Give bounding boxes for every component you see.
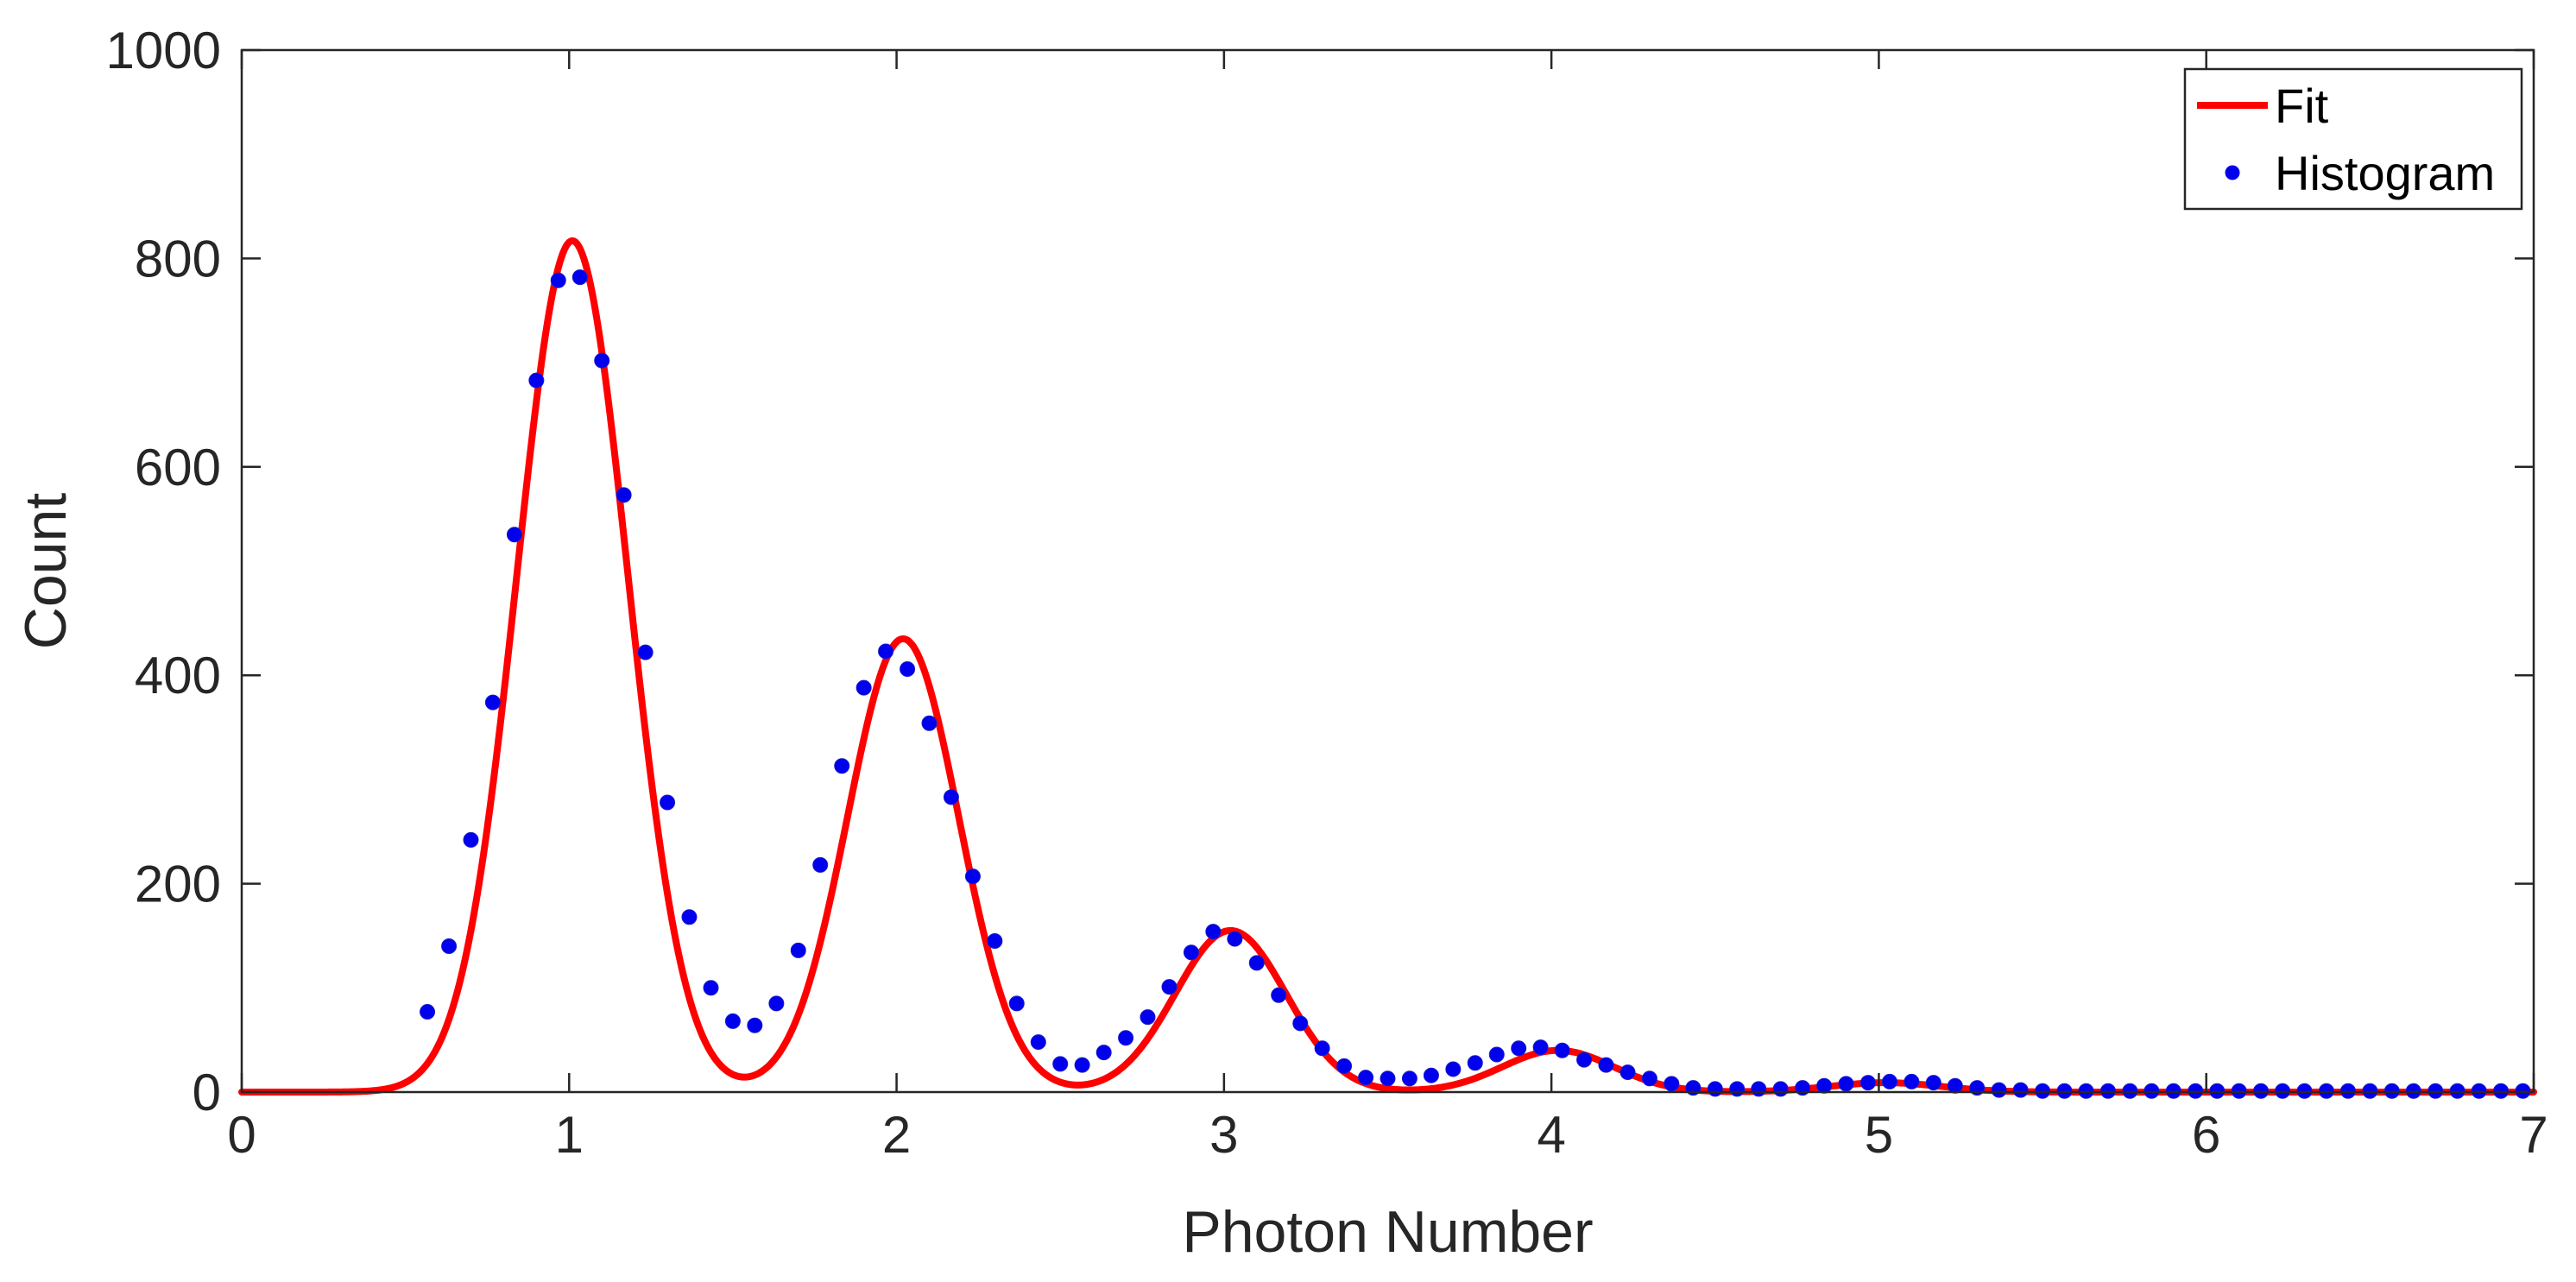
histogram-point [790,942,806,958]
histogram-point [616,487,632,503]
histogram-point [1401,1070,1417,1087]
y-tick-label: 0 [193,1064,221,1121]
histogram-point [1380,1070,1396,1087]
histogram-point [1248,955,1265,971]
histogram-point [441,938,458,955]
plot-frame [240,48,2535,1094]
legend-box [2183,67,2523,211]
histogram-point [1816,1077,1833,1094]
histogram-point [1095,1045,1112,1061]
axes-box [240,48,2535,1094]
histogram-point [703,980,719,996]
histogram-point [550,272,566,288]
histogram-point [1859,1075,1876,1091]
histogram-point [987,932,1003,949]
histogram-point [1008,995,1025,1012]
histogram-point [1445,1061,1462,1077]
histogram-point [1772,1081,1789,1097]
histogram-point [724,1013,741,1029]
histogram-point [571,269,588,286]
histogram-point [1991,1082,2007,1098]
histogram-point [1161,979,1178,995]
histogram-point [1183,944,1199,961]
histogram-point [1598,1057,1614,1073]
histogram-point [1838,1076,1854,1092]
histogram-point [1052,1056,1069,1072]
y-tick-label: 200 [135,856,221,913]
histogram-point [812,856,829,873]
histogram-point [484,694,501,710]
x-tick-label: 2 [882,1106,911,1164]
histogram-point [1881,1073,1897,1089]
histogram-point [1925,1075,1941,1091]
histogram-point [463,831,479,848]
histogram-point [660,794,676,811]
histogram-point [900,660,916,677]
tick-group: 0 1 2 3 4 5 6 7 0 200 400 600 800 1000 [106,22,2548,1164]
histogram-point [878,643,894,660]
x-axis-title: Photon Number [1182,1199,1593,1265]
histogram-point [921,715,938,731]
histogram-point [1904,1073,1920,1089]
histogram-point [1292,1015,1309,1032]
plot-background [242,50,2534,1092]
histogram-point [1271,987,1287,1003]
legend: Fit Histogram [2183,67,2523,211]
histogram-point [1467,1055,1483,1071]
plot-axes [242,50,2534,1092]
histogram-point [1314,1040,1330,1057]
histogram-point [506,527,522,543]
histogram-point [1488,1046,1505,1063]
histogram-point [1751,1081,1767,1097]
histogram-point [834,758,850,774]
histogram-point [1576,1051,1593,1068]
histogram-point [1227,931,1243,947]
x-tick-label: 5 [1865,1106,1893,1164]
histogram-point [2012,1082,2029,1098]
legend-histogram-label: Histogram [2275,146,2495,200]
histogram-point [594,352,610,369]
histogram-point [964,868,981,885]
y-tick-label: 400 [135,647,221,704]
histogram-point [1074,1057,1090,1073]
histogram-point [1641,1070,1657,1087]
histogram-point [1947,1077,1963,1094]
histogram-point [768,995,785,1012]
histogram-point [1423,1067,1439,1083]
histogram-point [1205,924,1222,940]
histogram-point [637,644,653,660]
histogram-point [1619,1064,1636,1081]
histogram-point [1358,1070,1374,1086]
y-tick-label: 800 [135,230,221,287]
histogram-point [1030,1034,1046,1051]
histogram-point [1707,1081,1723,1097]
histogram-point [1532,1039,1549,1056]
histogram-point [747,1017,763,1033]
x-tick-label: 1 [555,1106,584,1164]
histogram-point [1118,1030,1134,1046]
histogram-point [856,679,872,696]
histogram-point [943,789,959,805]
y-axis-title: Count [13,493,79,650]
histogram-point [420,1004,436,1020]
legend-fit-label: Fit [2275,79,2329,133]
y-tick-label: 1000 [106,22,221,79]
histogram-point [1729,1081,1746,1097]
x-tick-label: 7 [2519,1106,2548,1164]
histogram-point [1140,1009,1156,1026]
x-tick-label: 6 [2192,1106,2220,1164]
histogram-point [681,909,698,925]
histogram-point [1664,1076,1680,1092]
histogram-point [1336,1058,1353,1074]
x-tick-label: 3 [1209,1106,1238,1164]
x-tick-label: 0 [227,1106,256,1164]
histogram-point [1554,1042,1570,1058]
legend-histogram-swatch [2225,165,2240,180]
histogram-point [1511,1040,1527,1057]
histogram-point [528,372,545,388]
x-tick-label: 4 [1537,1106,1565,1164]
y-tick-label: 600 [135,439,221,496]
